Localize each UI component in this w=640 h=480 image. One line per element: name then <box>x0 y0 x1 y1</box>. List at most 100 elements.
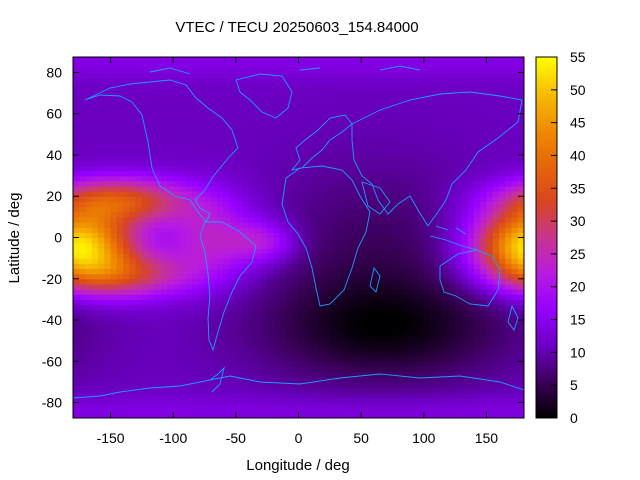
heatmap-cell <box>154 320 162 326</box>
heatmap-cell <box>73 402 80 409</box>
heatmap-cell <box>486 144 494 151</box>
heatmap-cell <box>448 320 456 326</box>
heatmap-cell <box>492 397 500 404</box>
heatmap-cell <box>210 211 218 218</box>
heatmap-cell <box>411 185 419 192</box>
heatmap-cell <box>342 124 350 130</box>
heatmap-cell <box>379 335 387 342</box>
heatmap-cell <box>260 113 268 120</box>
heatmap-cell <box>79 103 87 110</box>
heatmap-cell <box>260 247 268 254</box>
heatmap-cell <box>248 124 256 130</box>
heatmap-cell <box>123 294 130 300</box>
heatmap-cell <box>492 325 500 331</box>
heatmap-cell <box>160 345 168 352</box>
heatmap-cell <box>154 206 162 213</box>
heatmap-cell <box>342 98 350 105</box>
heatmap-cell <box>248 289 256 295</box>
heatmap-cell <box>392 191 400 197</box>
heatmap-cell <box>292 237 300 244</box>
heatmap-cell <box>311 407 318 414</box>
heatmap-cell <box>486 232 494 239</box>
heatmap-cell <box>279 320 287 326</box>
heatmap-cell <box>292 350 300 357</box>
heatmap-cell <box>98 185 105 192</box>
heatmap-cell <box>442 62 450 68</box>
heatmap-cell <box>141 247 149 254</box>
heatmap-cell <box>379 340 387 347</box>
heatmap-cell <box>480 175 488 182</box>
heatmap-cell <box>367 227 375 233</box>
heatmap-cell <box>110 87 118 94</box>
heatmap-cell <box>342 216 350 223</box>
heatmap-cell <box>148 108 156 115</box>
heatmap-cell <box>248 340 256 347</box>
heatmap-cell <box>448 149 456 156</box>
heatmap-cell <box>223 263 231 270</box>
heatmap-cell <box>348 304 356 311</box>
heatmap-cell <box>361 67 368 74</box>
heatmap-cell <box>166 149 174 156</box>
heatmap-cell <box>129 402 137 409</box>
heatmap-cell <box>354 108 362 115</box>
heatmap-cell <box>73 299 80 306</box>
heatmap-cell <box>85 165 93 172</box>
heatmap-cell <box>204 294 212 300</box>
heatmap-cell <box>473 237 481 244</box>
heatmap-cell <box>198 356 206 362</box>
heatmap-cell <box>254 87 262 94</box>
heatmap-cell <box>160 124 168 130</box>
heatmap-cell <box>98 376 105 383</box>
heatmap-cell <box>398 309 406 316</box>
heatmap-cell <box>423 392 431 398</box>
heatmap-cell <box>123 356 130 362</box>
heatmap-cell <box>398 57 406 63</box>
heatmap-cell <box>311 263 318 270</box>
heatmap-cell <box>229 93 237 99</box>
heatmap-cell <box>411 196 419 202</box>
heatmap-cell <box>148 294 156 300</box>
heatmap-cell <box>342 366 350 373</box>
heatmap-cell <box>317 139 325 146</box>
heatmap-cell <box>123 258 130 264</box>
heatmap-cell <box>480 304 488 311</box>
heatmap-cell <box>342 247 350 254</box>
heatmap-cell <box>511 412 519 418</box>
heatmap-cell <box>160 108 168 115</box>
heatmap-cell <box>398 283 406 290</box>
heatmap-cell <box>210 57 218 63</box>
heatmap-cell <box>423 289 431 295</box>
heatmap-cell <box>73 93 80 99</box>
heatmap-cell <box>448 278 456 285</box>
heatmap-cell <box>267 134 275 141</box>
heatmap-cell <box>436 397 444 404</box>
heatmap-cell <box>160 62 168 68</box>
heatmap-cell <box>317 87 325 94</box>
heatmap-cell <box>141 154 149 161</box>
heatmap-cell <box>455 320 462 326</box>
heatmap-cell <box>154 366 162 373</box>
heatmap-cell <box>361 222 368 228</box>
heatmap-cell <box>323 57 331 63</box>
heatmap-cell <box>292 93 300 99</box>
heatmap-cell <box>73 170 80 177</box>
heatmap-cell <box>192 412 199 418</box>
heatmap-cell <box>411 139 419 146</box>
heatmap-cell <box>411 402 419 409</box>
heatmap-cell <box>135 335 143 342</box>
heatmap-cell <box>179 330 187 337</box>
heatmap-cell <box>79 237 87 244</box>
heatmap-cell <box>304 82 312 89</box>
heatmap-cell <box>235 180 243 187</box>
heatmap-cell <box>279 278 287 285</box>
heatmap-cell <box>323 93 331 99</box>
heatmap-cell <box>461 134 469 141</box>
heatmap-cell <box>298 252 306 259</box>
heatmap-cell <box>198 299 206 306</box>
heatmap-cell <box>354 263 362 270</box>
heatmap-cell <box>73 278 80 285</box>
heatmap-cell <box>73 252 80 259</box>
heatmap-cell <box>235 108 243 115</box>
heatmap-cell <box>492 242 500 249</box>
heatmap-cell <box>235 356 243 362</box>
